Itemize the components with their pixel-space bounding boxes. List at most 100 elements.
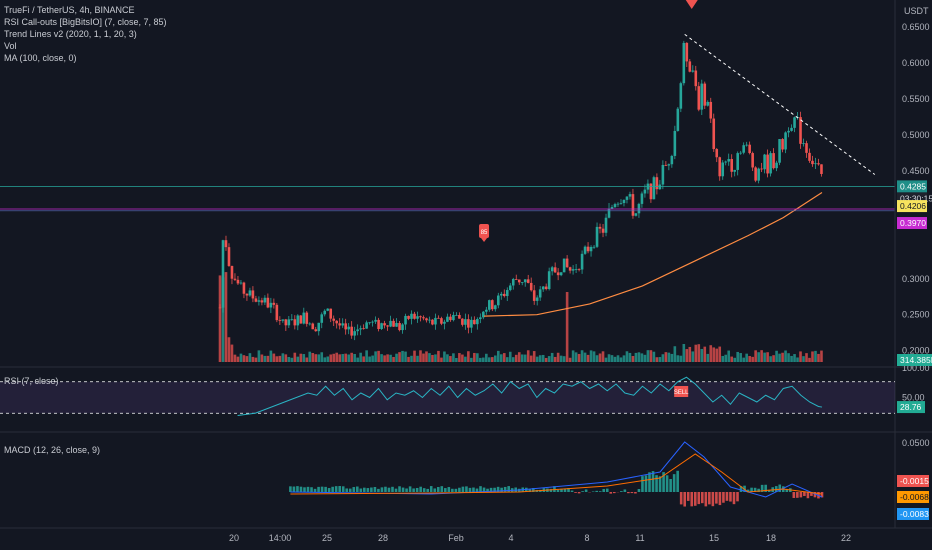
volume-bar [523,354,527,362]
volume-bar [550,352,554,362]
macd-hist-bar [563,488,567,492]
volume-bar [709,345,713,362]
volume-bar [568,357,572,362]
candle-body [820,164,823,174]
time-tick: Feb [448,533,464,543]
macd-hist-bar [479,486,482,492]
volume-bar [688,346,692,362]
volume-bar [496,350,500,362]
volume-bar [796,357,799,362]
candle-body [505,290,509,297]
volume-bar [814,350,817,362]
candle-body [479,317,482,320]
candle-body [691,70,695,72]
macd-hist-bar [313,488,317,492]
time-tick: 4 [508,533,513,543]
candle-body [251,290,255,299]
candle-body [658,184,662,190]
candle-body [404,315,407,325]
candle-body [736,153,739,170]
candle-body [488,300,491,310]
candle-body [284,319,288,326]
time-tick: 18 [766,533,776,543]
rsi-callout-pointer [481,238,488,243]
indicator-vol[interactable]: Vol [4,41,17,51]
macd-hist-bar [595,490,598,492]
volume-bar [577,353,581,362]
candle-body [233,278,237,280]
macd-hist-bar [803,492,806,497]
volume-bar [634,352,638,362]
candle-body [811,160,814,165]
volume-bar [559,355,563,362]
volume-bar [658,357,662,362]
macd-value-tag [897,475,929,487]
volume-bar [685,349,689,362]
candle-body [293,319,297,326]
volume-bar [347,354,350,362]
candle-body [308,323,312,325]
macd-hist-bar [757,488,760,492]
rsi-callout-label: 85 [481,230,488,236]
candle-body [760,168,763,170]
candle-body [772,153,775,169]
candle-body [559,272,563,276]
macd-hist-bar [574,492,577,493]
volume-bar [464,356,467,362]
volume-bar [380,354,383,362]
candle-body [610,207,614,209]
candle-body [344,323,347,330]
volume-bar [622,355,626,362]
macd-value-text: -0.0068 [900,492,929,502]
macd-hist-bar [820,492,824,498]
macd-hist-bar [651,471,655,492]
macd-hist-bar [433,488,437,492]
macd-hist-bar [556,489,560,492]
macd-hist-bar [366,488,370,492]
rsi-legend[interactable]: RSI (7, close) [4,376,59,386]
candle-body [470,319,473,328]
rsi-callout-marker [479,224,490,239]
volume-bar [299,353,303,362]
candle-body [452,315,455,321]
candle-body [742,145,745,153]
macd-hist-bar [591,491,595,492]
macd-hist-bar [806,492,810,499]
indicator-rsi-callouts[interactable]: RSI Call-outs [BigBitsIO] (7, close, 7, … [4,17,167,27]
price-tick: 0.4500 [902,166,930,176]
macd-hist-bar [489,487,493,492]
price-tag [897,217,927,230]
volume-bar [317,354,321,362]
volume-bar [799,351,802,362]
candle-body [374,319,377,322]
volume-bar [386,354,389,362]
symbol-label[interactable]: TrueFi / TetherUS, 4h, BINANCE [4,5,135,15]
candle-body [302,312,306,324]
candle-body [664,164,668,166]
price-tag-text: 0.4285 [900,181,926,191]
candle-body [529,282,533,291]
volume-bar [793,354,796,362]
volume-bar [673,346,677,362]
candle-body [619,203,623,204]
indicator-ma[interactable]: MA (100, close, 0) [4,53,77,63]
candle-body [754,167,757,181]
volume-bar [293,352,297,362]
candle-body [290,319,294,321]
candle-body [526,279,530,283]
volume-bar [455,357,458,362]
volume-bar [356,357,359,362]
macd-hist-bar [634,492,637,494]
volume-bar [538,355,542,362]
price-tick: 0.2500 [902,310,930,320]
macd-hist-bar [299,486,303,492]
macd-hist-bar [444,488,447,492]
volume-bar [254,357,258,362]
indicator-trend-lines[interactable]: Trend Lines v2 (2020, 1, 1, 20, 3) [4,29,137,39]
volume-bar [425,351,428,362]
macd-hist-bar [384,486,387,492]
macd-legend[interactable]: MACD (12, 26, close, 9) [4,445,101,455]
volume-bar [422,353,425,362]
volume-bar [739,353,742,362]
